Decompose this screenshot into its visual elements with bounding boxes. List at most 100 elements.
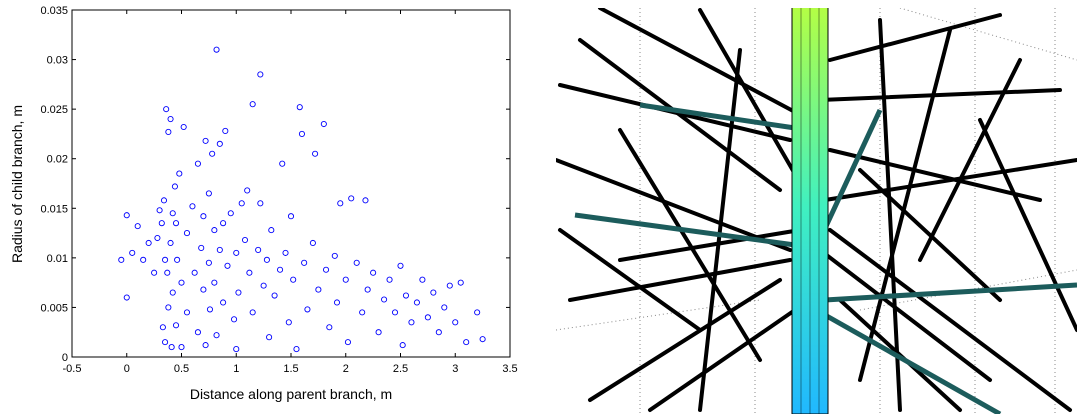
point — [304, 306, 311, 313]
point — [255, 246, 262, 253]
point — [266, 334, 273, 341]
point — [145, 239, 152, 247]
point — [293, 346, 300, 353]
point — [213, 332, 220, 339]
point — [165, 304, 172, 311]
point — [220, 220, 227, 227]
point — [435, 329, 442, 336]
point — [309, 239, 316, 247]
point — [168, 344, 175, 351]
point — [285, 319, 292, 326]
point — [158, 220, 165, 227]
point — [312, 150, 319, 157]
point — [160, 197, 168, 204]
point — [249, 309, 256, 316]
point — [246, 269, 253, 276]
x-tick-label: 3.5 — [502, 363, 517, 375]
point — [183, 309, 191, 316]
point — [162, 339, 169, 346]
y-tick-label: 0.035 — [40, 5, 68, 17]
point — [282, 249, 289, 256]
point — [140, 256, 147, 263]
point — [474, 309, 481, 316]
point — [386, 276, 393, 283]
y-tick-label: 0.02 — [47, 154, 68, 166]
point — [151, 269, 158, 276]
y-tick-label: 0.025 — [40, 104, 68, 116]
point — [134, 223, 141, 230]
point — [213, 46, 220, 53]
point — [154, 234, 161, 242]
point — [287, 213, 295, 220]
point — [189, 203, 196, 210]
point — [222, 127, 229, 135]
point — [279, 160, 286, 167]
point — [430, 289, 437, 296]
point — [375, 329, 382, 336]
y-tick-label: 0.015 — [40, 203, 68, 215]
point — [164, 269, 171, 276]
point — [165, 128, 172, 135]
point — [331, 252, 338, 259]
point — [333, 299, 341, 306]
axes-box — [71, 9, 511, 358]
point — [257, 200, 264, 207]
point — [233, 249, 240, 256]
point — [320, 120, 327, 128]
point — [370, 269, 377, 276]
point — [169, 210, 176, 217]
point — [162, 256, 169, 263]
point — [209, 150, 216, 157]
point — [231, 316, 238, 323]
point — [276, 266, 284, 273]
point — [322, 266, 330, 273]
point — [260, 282, 267, 289]
x-tick-label: 2 — [343, 363, 349, 375]
point — [169, 289, 176, 296]
point — [224, 262, 231, 269]
point — [399, 342, 406, 349]
point — [296, 104, 303, 111]
x-tick-label: 2.5 — [393, 363, 408, 375]
point — [359, 309, 366, 316]
point — [257, 71, 264, 78]
point — [205, 190, 212, 197]
point — [397, 262, 404, 269]
point — [194, 160, 201, 167]
point — [174, 256, 181, 263]
point — [167, 239, 174, 247]
x-tick-label: 0.5 — [174, 363, 189, 375]
tree-render — [556, 8, 1077, 414]
x-axis-label: Distance along parent branch, m — [190, 386, 392, 402]
point — [298, 130, 306, 137]
point — [337, 200, 344, 207]
point — [202, 137, 209, 144]
point — [206, 306, 214, 313]
point — [191, 269, 198, 276]
point — [200, 286, 207, 293]
y-tick-label: 0 — [62, 352, 68, 364]
point — [167, 116, 174, 123]
point — [227, 210, 234, 217]
point — [172, 220, 180, 227]
point — [408, 319, 415, 326]
point — [216, 140, 223, 147]
x-tick-label: 0 — [124, 363, 130, 375]
point — [263, 256, 270, 263]
y-tick-label: 0.03 — [47, 55, 68, 67]
point — [441, 304, 448, 311]
x-tick-label: -0.5 — [63, 363, 82, 375]
point — [183, 230, 191, 237]
point — [271, 292, 278, 299]
point — [446, 282, 453, 289]
point — [205, 259, 212, 266]
point — [344, 339, 351, 346]
point — [402, 292, 410, 299]
point — [364, 286, 371, 293]
point — [178, 279, 185, 286]
point — [178, 344, 185, 351]
point — [163, 106, 170, 113]
point — [211, 279, 218, 286]
point — [200, 213, 207, 220]
